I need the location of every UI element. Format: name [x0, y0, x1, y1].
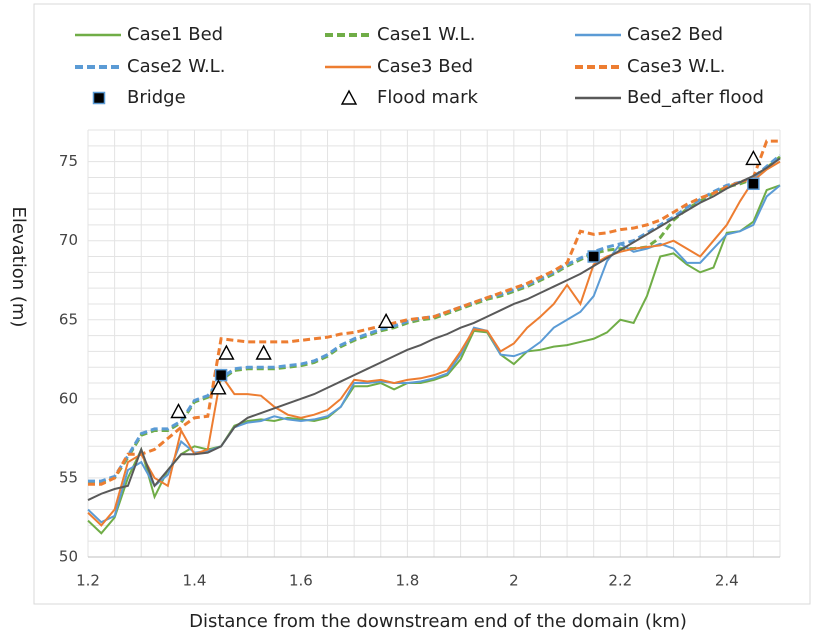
x-tick-label: 2.4 [715, 572, 739, 590]
legend-label: Case3 W.L. [627, 56, 725, 77]
series-line [88, 154, 781, 483]
flood-mark [210, 379, 227, 395]
legend-swatch [340, 89, 358, 105]
y-tick-label: 55 [59, 468, 78, 486]
y-tick-label: 60 [59, 389, 78, 407]
bridge-marker [747, 177, 760, 191]
flood-mark [170, 403, 187, 419]
flood-mark [745, 149, 762, 166]
series-line [87, 184, 781, 535]
bridge-marker [214, 368, 228, 382]
series-line [88, 139, 780, 486]
bridge-marker [587, 250, 600, 263]
y-tick-label: 70 [59, 231, 78, 249]
legend-label: Case1 Bed [127, 24, 223, 45]
legend-label: Flood mark [377, 87, 478, 108]
x-tick-label: 2.2 [608, 572, 632, 590]
y-tick-label: 50 [59, 548, 78, 566]
x-tick-label: 2 [509, 572, 519, 590]
legend-label: Case2 W.L. [127, 56, 225, 77]
flood-mark [255, 344, 272, 360]
legend-label: Bridge [127, 87, 186, 108]
legend-label: Case3 Bed [377, 56, 473, 77]
x-axis-label: Distance from the downstream end of the … [189, 611, 687, 632]
x-tick-label: 1.8 [395, 572, 419, 590]
x-tick-label: 1.4 [183, 572, 207, 590]
flood-mark [218, 344, 235, 360]
series-line [87, 157, 781, 501]
x-tick-label: 1.6 [289, 572, 313, 590]
y-axis-label: Elevation (m) [8, 207, 29, 328]
y-tick-label: 75 [59, 152, 78, 170]
series-line [87, 160, 781, 527]
flood-mark [377, 312, 395, 329]
legend-label: Case2 Bed [627, 24, 723, 45]
legend-label: Bed_after flood [627, 87, 764, 108]
legend-swatch [92, 91, 106, 105]
legend-label: Case1 W.L. [377, 24, 475, 45]
chart-border [33, 3, 811, 605]
x-tick-label: 1.2 [76, 572, 100, 590]
y-tick-label: 65 [59, 310, 78, 328]
